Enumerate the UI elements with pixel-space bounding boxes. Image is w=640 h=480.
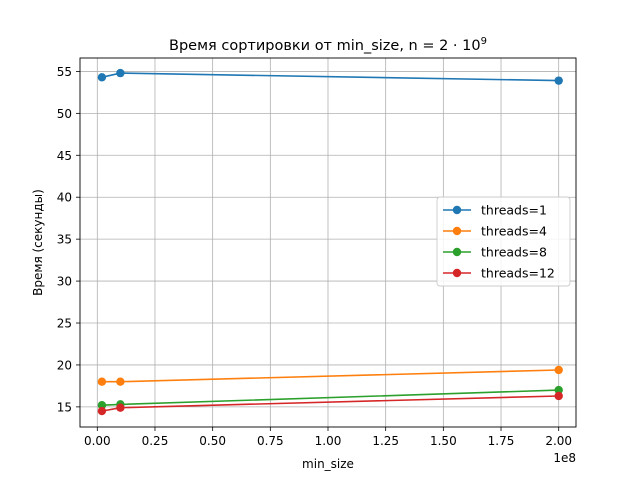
series-threads=12 bbox=[97, 391, 563, 416]
data-point bbox=[97, 406, 107, 416]
y-tick-label: 50 bbox=[57, 107, 72, 121]
chart-title-exponent: 9 bbox=[481, 36, 487, 47]
legend-swatch-marker bbox=[452, 205, 462, 215]
data-point bbox=[554, 76, 563, 85]
legend-item: threads=4 bbox=[443, 224, 547, 239]
data-point bbox=[97, 400, 107, 410]
x-tick-label: 0.25 bbox=[142, 434, 169, 448]
legend-label: threads=12 bbox=[481, 266, 555, 281]
legend-item: threads=8 bbox=[443, 245, 547, 260]
y-tick-label: 45 bbox=[57, 149, 72, 163]
legend-label: threads=4 bbox=[481, 224, 547, 239]
series-line bbox=[101, 72, 559, 82]
y-tick-label: 15 bbox=[57, 400, 72, 414]
chart-title-main: Время сортировки от min_size, n = 2 · 10 bbox=[169, 38, 481, 54]
y-tick-label: 20 bbox=[57, 358, 72, 372]
chart-title: Время сортировки от min_size, n = 2 · 10… bbox=[169, 36, 487, 54]
series-threads=1 bbox=[97, 68, 563, 85]
legend-swatch-marker bbox=[452, 247, 462, 257]
x-tick-label: 1.75 bbox=[488, 434, 515, 448]
legend-swatch-marker bbox=[452, 268, 462, 278]
y-tick-label: 40 bbox=[57, 191, 72, 205]
legend-label: threads=1 bbox=[481, 203, 547, 218]
series-threads=4 bbox=[97, 365, 563, 386]
data-point bbox=[554, 365, 563, 375]
x-axis-offset-label: 1e8 bbox=[553, 451, 576, 465]
x-tick-label: 1.50 bbox=[430, 434, 457, 448]
y-axis: 15 20 25 30 35 40 45 50 55 bbox=[57, 65, 80, 414]
x-tick-label: 0.75 bbox=[257, 434, 284, 448]
data-point bbox=[554, 391, 563, 401]
data-point bbox=[116, 377, 125, 386]
data-point bbox=[97, 377, 107, 386]
x-tick-label: 1.00 bbox=[315, 434, 342, 448]
data-point bbox=[116, 68, 125, 78]
legend: threads=1 threads=4 threads=8 threads=12 bbox=[436, 196, 571, 287]
y-tick-label: 30 bbox=[57, 275, 72, 289]
x-axis: 0.00 0.25 0.50 0.75 1.00 1.25 1.50 1.75 2.00 bbox=[84, 427, 572, 448]
x-axis-label: min_size bbox=[302, 457, 354, 471]
x-tick-label: 0.50 bbox=[199, 434, 226, 448]
data-point bbox=[554, 385, 563, 395]
y-axis-label: Время (секунды) bbox=[31, 189, 45, 296]
data-point bbox=[97, 73, 107, 82]
y-tick-label: 55 bbox=[57, 65, 72, 79]
y-tick-label: 25 bbox=[57, 317, 72, 331]
legend-swatch-marker bbox=[452, 226, 462, 236]
x-tick-label: 2.00 bbox=[545, 434, 572, 448]
x-tick-label: 0.00 bbox=[84, 434, 111, 448]
legend-label: threads=8 bbox=[481, 245, 547, 260]
series-group bbox=[97, 68, 563, 416]
data-point bbox=[116, 403, 125, 412]
y-tick-label: 35 bbox=[57, 233, 72, 247]
legend-item: threads=1 bbox=[443, 203, 547, 218]
series-line bbox=[101, 369, 559, 383]
x-tick-label: 1.25 bbox=[372, 434, 399, 448]
legend-box bbox=[436, 196, 571, 287]
legend-item: threads=12 bbox=[443, 266, 555, 281]
